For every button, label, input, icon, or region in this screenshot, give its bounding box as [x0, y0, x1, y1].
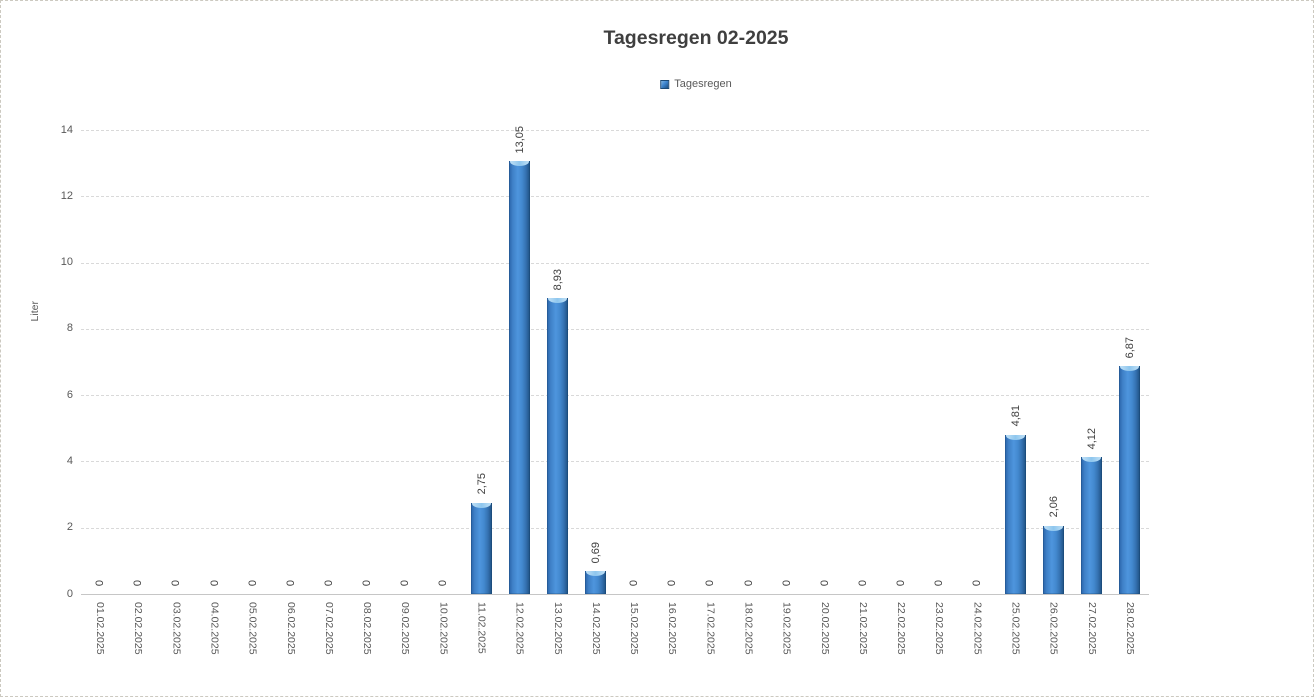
x-tick-label: 14.02.2025 — [589, 602, 602, 655]
x-tick-label: 19.02.2025 — [780, 602, 793, 655]
x-tick-label: 17.02.2025 — [704, 602, 717, 655]
x-tick-label: 04.02.2025 — [208, 602, 221, 655]
gridline — [81, 527, 1149, 529]
x-tick-label: 09.02.2025 — [399, 602, 412, 655]
x-tick-label: 06.02.2025 — [284, 602, 297, 655]
y-tick-label: 12 — [60, 189, 73, 202]
x-tick-label: 15.02.2025 — [628, 602, 641, 655]
bar-value-label: 0 — [94, 579, 107, 586]
x-tick-label: 27.02.2025 — [1085, 602, 1098, 655]
bar — [1119, 366, 1141, 594]
bar-value-label: 0 — [437, 579, 450, 586]
x-tick-label: 24.02.2025 — [971, 602, 984, 655]
bar — [1043, 525, 1065, 594]
x-tick-label: 08.02.2025 — [361, 602, 374, 655]
gridline — [81, 130, 1149, 131]
bar-cap — [1006, 434, 1025, 440]
gridline — [81, 461, 1149, 463]
bar-value-label: 8,93 — [551, 268, 564, 291]
x-tick-label: 07.02.2025 — [322, 602, 335, 655]
x-axis-line — [81, 594, 1149, 595]
x-tick-label: 21.02.2025 — [856, 602, 869, 655]
bar-cap — [1120, 366, 1140, 372]
x-tick-label: 18.02.2025 — [742, 602, 755, 655]
x-tick-label: 05.02.2025 — [246, 602, 259, 655]
bar-value-label: 0 — [704, 579, 717, 586]
bar-value-label: 4,81 — [1009, 405, 1022, 427]
bar-cap — [1082, 457, 1102, 463]
bar — [509, 161, 531, 594]
y-tick-label: 2 — [66, 521, 73, 534]
x-tick-label: 16.02.2025 — [666, 602, 679, 655]
bar-value-label: 0 — [284, 579, 297, 586]
chart-title: Tagesregen 02-2025 — [603, 27, 789, 49]
legend-marker-icon — [660, 79, 670, 89]
bar-value-label: 0 — [971, 579, 984, 586]
bar-value-label: 0 — [399, 579, 412, 586]
bar-value-label: 0,69 — [589, 541, 602, 564]
x-tick-label: 25.02.2025 — [1009, 602, 1022, 655]
bar-value-label: 0 — [818, 579, 831, 586]
y-tick-label: 10 — [60, 256, 73, 269]
bar-cap — [548, 298, 568, 304]
y-tick-label: 4 — [66, 454, 73, 467]
bar-value-label: 2,75 — [475, 473, 488, 495]
x-tick-label: 03.02.2025 — [170, 602, 183, 655]
bar-value-label: 0 — [170, 579, 183, 586]
bar-value-label: 4,12 — [1085, 428, 1098, 450]
x-tick-label: 22.02.2025 — [895, 602, 908, 655]
bar-value-label: 0 — [246, 579, 259, 586]
y-tick-label: 6 — [66, 388, 73, 401]
x-tick-label: 12.02.2025 — [513, 602, 526, 655]
gridline — [81, 196, 1149, 198]
bar — [547, 298, 569, 594]
bar-value-label: 13,05 — [513, 125, 526, 154]
bar-value-label: 0 — [856, 579, 869, 586]
bar-cap — [510, 161, 530, 167]
bar-value-label: 0 — [780, 579, 793, 586]
bar-value-label: 2,06 — [1047, 496, 1060, 518]
bar-cap — [472, 502, 491, 508]
y-tick-label: 14 — [60, 123, 73, 136]
y-tick-label: 0 — [66, 587, 73, 600]
bar — [1005, 434, 1026, 594]
x-tick-label: 28.02.2025 — [1123, 602, 1136, 655]
legend-label: Tagesregen — [674, 78, 732, 90]
bar-value-label: 0 — [628, 579, 641, 586]
bar — [585, 571, 607, 594]
x-tick-label: 11.02.2025 — [475, 602, 488, 654]
x-tick-label: 02.02.2025 — [132, 602, 145, 655]
gridline — [81, 262, 1149, 264]
x-tick-label: 10.02.2025 — [437, 602, 450, 655]
bar-value-label: 0 — [895, 579, 908, 586]
bar — [471, 502, 492, 594]
gridline — [81, 395, 1149, 397]
bar-value-label: 0 — [666, 579, 679, 586]
x-tick-label: 26.02.2025 — [1047, 602, 1060, 655]
bar-cap — [586, 571, 606, 577]
x-tick-label: 23.02.2025 — [933, 602, 946, 655]
bar-value-label: 6,87 — [1123, 336, 1136, 359]
gridline — [81, 328, 1149, 330]
bar-value-label: 0 — [132, 579, 145, 586]
x-tick-label: 13.02.2025 — [551, 602, 564, 655]
y-tick-label: 8 — [66, 322, 73, 335]
legend: Tagesregen — [660, 78, 732, 90]
bar-value-label: 0 — [742, 579, 755, 586]
x-tick-label: 01.02.2025 — [94, 602, 107, 655]
bar-cap — [1044, 525, 1064, 531]
bar-value-label: 0 — [933, 579, 946, 586]
bar-value-label: 0 — [361, 579, 374, 586]
bar — [1081, 457, 1103, 594]
y-axis-title: Liter — [29, 301, 41, 322]
bar-value-label: 0 — [208, 579, 221, 586]
bar-value-label: 0 — [322, 579, 335, 586]
x-tick-label: 20.02.2025 — [818, 602, 831, 655]
